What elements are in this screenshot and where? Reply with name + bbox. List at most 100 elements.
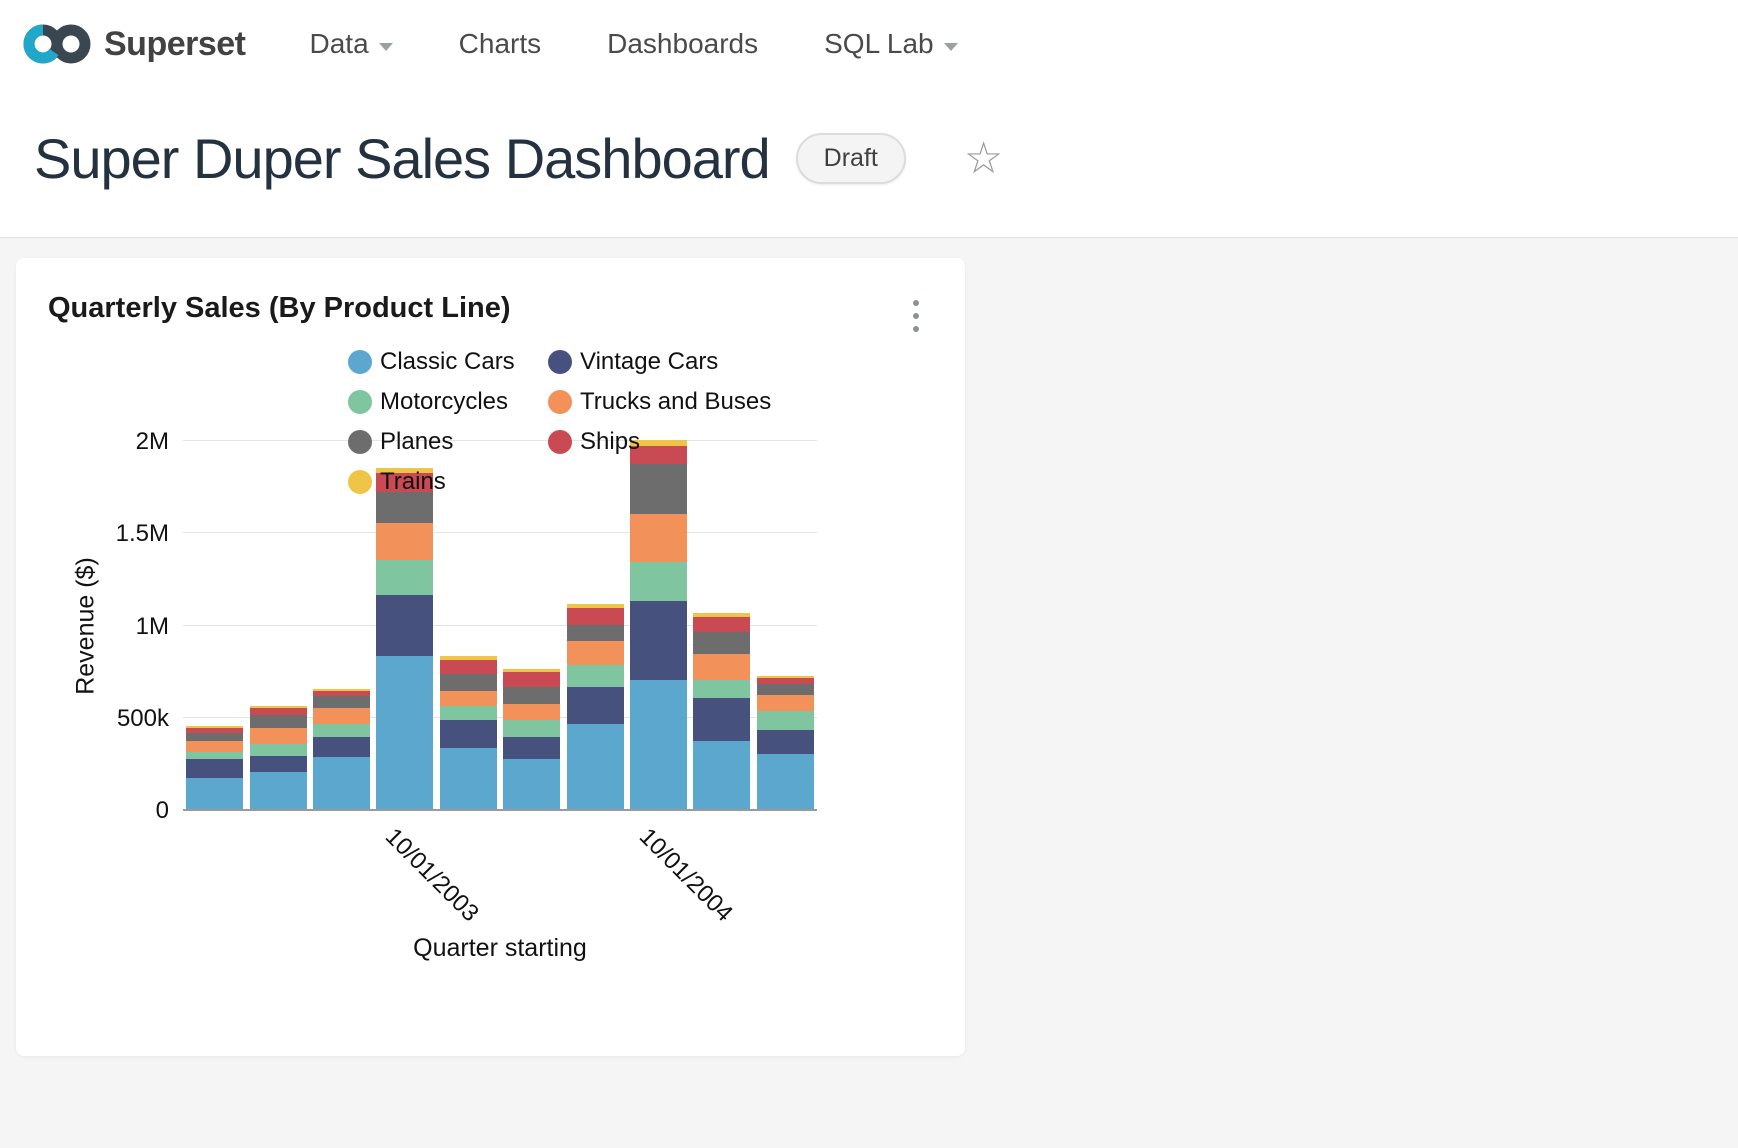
bar-segment-motorcycles[interactable]	[439, 705, 497, 721]
bar-segment-trains[interactable]	[312, 689, 371, 691]
bar-segment-classic-cars[interactable]	[503, 759, 561, 809]
bar-segment-motorcycles[interactable]	[312, 724, 371, 738]
bar-segment-planes[interactable]	[503, 687, 561, 704]
bar-segment-classic-cars[interactable]	[756, 753, 814, 809]
bar-segment-ships[interactable]	[693, 617, 751, 632]
legend-item-motorcycles[interactable]: Motorcycles	[348, 388, 548, 416]
bar-segment-planes[interactable]	[376, 491, 434, 524]
bar-segment-vintage-cars[interactable]	[566, 687, 624, 725]
bar-segment-trucks-and-buses[interactable]	[186, 740, 244, 752]
superset-logo[interactable]: Superset	[20, 19, 246, 69]
bar-segment-vintage-cars[interactable]	[376, 595, 434, 656]
nav-item-sql-lab[interactable]: SQL Lab	[824, 28, 958, 60]
brand-name: Superset	[104, 24, 246, 63]
dashboard-title-row: Super Duper Sales Dashboard Draft ☆	[34, 128, 1003, 190]
bar-segment-trains[interactable]	[503, 668, 561, 673]
chevron-down-icon	[378, 42, 393, 51]
gridline	[183, 532, 817, 534]
bar-segment-classic-cars[interactable]	[312, 757, 371, 809]
bar-segment-ships[interactable]	[503, 672, 561, 688]
legend-swatch	[548, 390, 572, 414]
bar-segment-planes[interactable]	[249, 714, 307, 728]
bar-segment-vintage-cars[interactable]	[629, 600, 688, 680]
bar-segment-ships[interactable]	[439, 659, 497, 675]
bar-segment-vintage-cars[interactable]	[312, 737, 371, 758]
bar-segment-ships[interactable]	[186, 727, 244, 734]
legend-label: Trucks and Buses	[580, 388, 772, 415]
bar-segment-ships[interactable]	[566, 607, 624, 625]
bar-segment-classic-cars[interactable]	[693, 740, 751, 809]
main-navigation: Superset Data Charts Dashboards SQL Lab	[20, 12, 1024, 76]
bar-segment-trains[interactable]	[756, 676, 814, 679]
bar-segment-vintage-cars[interactable]	[186, 759, 244, 778]
legend-item-vintage-cars[interactable]: Vintage Cars	[548, 348, 771, 376]
bar-segment-trucks-and-buses[interactable]	[376, 523, 434, 560]
bar-segment-ships[interactable]	[629, 445, 688, 464]
bar-segment-ships[interactable]	[376, 473, 434, 492]
bar-segment-motorcycles[interactable]	[503, 720, 561, 738]
bar-segment-trucks-and-buses[interactable]	[693, 654, 751, 680]
bar-segment-classic-cars[interactable]	[376, 655, 434, 809]
bar-segment-trains[interactable]	[376, 467, 434, 474]
legend-label: Classic Cars	[380, 348, 515, 375]
bar-segment-motorcycles[interactable]	[249, 744, 307, 756]
favorite-star-icon[interactable]: ☆	[963, 133, 1004, 183]
bar-segment-ships[interactable]	[756, 678, 814, 684]
bar-segment-planes[interactable]	[693, 631, 751, 655]
bar-segment-vintage-cars[interactable]	[503, 737, 561, 760]
bar-segment-trucks-and-buses[interactable]	[629, 513, 688, 562]
legend-item-trains[interactable]: Trains	[348, 468, 548, 496]
bar-segment-vintage-cars[interactable]	[249, 755, 307, 773]
bar-segment-trains[interactable]	[439, 655, 497, 660]
bar-segment-trains[interactable]	[186, 725, 244, 728]
bar-segment-planes[interactable]	[312, 696, 371, 708]
nav-item-charts[interactable]: Charts	[459, 28, 541, 60]
legend-item-planes[interactable]: Planes	[348, 428, 548, 456]
legend-swatch	[548, 350, 572, 374]
bar-segment-vintage-cars[interactable]	[439, 720, 497, 749]
bar-segment-motorcycles[interactable]	[693, 679, 751, 699]
bar-segment-classic-cars[interactable]	[629, 679, 688, 809]
bar-segment-planes[interactable]	[439, 674, 497, 691]
bar-segment-trains[interactable]	[693, 613, 751, 618]
bar-segment-classic-cars[interactable]	[186, 777, 244, 809]
legend-label: Ships	[580, 428, 641, 455]
bar-segment-vintage-cars[interactable]	[756, 729, 814, 754]
bar-segment-trucks-and-buses[interactable]	[566, 641, 624, 666]
bar-segment-motorcycles[interactable]	[566, 665, 624, 688]
legend-item-classic-cars[interactable]: Classic Cars	[348, 348, 548, 376]
bar-segment-planes[interactable]	[566, 624, 624, 642]
bar-segment-classic-cars[interactable]	[249, 772, 307, 809]
y-tick-label: 2M	[135, 428, 169, 455]
legend-item-trucks-and-buses[interactable]: Trucks and Buses	[548, 388, 771, 416]
bar-segment-vintage-cars[interactable]	[693, 698, 751, 741]
nav-item-dashboards[interactable]: Dashboards	[607, 28, 758, 60]
bar-segment-trucks-and-buses[interactable]	[756, 694, 814, 712]
bar-segment-trains[interactable]	[249, 705, 307, 708]
bar-segment-ships[interactable]	[249, 707, 307, 715]
bar-segment-planes[interactable]	[186, 733, 244, 741]
bar-segment-trucks-and-buses[interactable]	[503, 703, 561, 721]
bar-segment-trucks-and-buses[interactable]	[249, 727, 307, 745]
bar-segment-motorcycles[interactable]	[186, 751, 244, 760]
y-tick-label: 500k	[116, 704, 169, 732]
kebab-menu-icon[interactable]	[909, 296, 923, 336]
bar-segment-planes[interactable]	[756, 683, 814, 695]
bar-segment-motorcycles[interactable]	[629, 561, 688, 601]
stacked-bar-chart	[183, 440, 817, 811]
bar-segment-ships[interactable]	[312, 690, 371, 697]
bar-segment-trains[interactable]	[566, 604, 624, 608]
legend-swatch	[348, 390, 372, 414]
bar-segment-trucks-and-buses[interactable]	[439, 690, 497, 706]
bar-segment-classic-cars[interactable]	[439, 748, 497, 809]
bar-segment-motorcycles[interactable]	[376, 559, 434, 595]
superset-infinity-icon	[23, 24, 91, 64]
legend-item-ships[interactable]: Ships	[548, 428, 771, 456]
bar-segment-motorcycles[interactable]	[756, 711, 814, 730]
bar-segment-classic-cars[interactable]	[566, 724, 624, 809]
bar-segment-planes[interactable]	[629, 464, 688, 514]
nav-item-data[interactable]: Data	[310, 28, 393, 60]
bar-segment-trains[interactable]	[629, 440, 688, 446]
x-tick-label: 10/01/2003	[379, 823, 484, 928]
bar-segment-trucks-and-buses[interactable]	[312, 707, 371, 725]
